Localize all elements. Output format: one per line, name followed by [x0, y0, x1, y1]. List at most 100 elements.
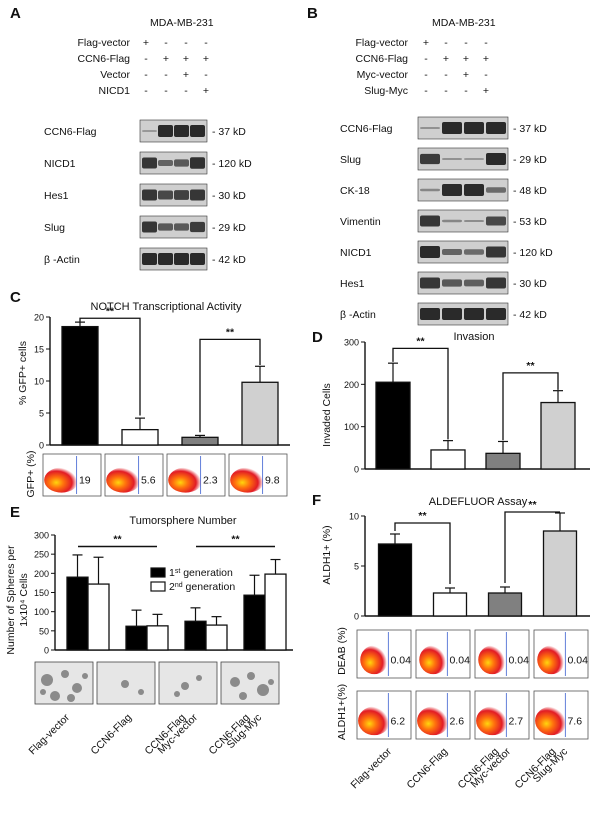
blot-protein-label: Slug: [44, 222, 65, 234]
blot-band: [420, 215, 440, 227]
y-tick-label: 250: [34, 550, 49, 560]
significance-label: **: [416, 335, 425, 347]
blot-protein-label: Hes1: [340, 278, 365, 290]
panel-b-conditions: Flag-vector + - - - CCN6-Flag - + + + Myc-vector - -…: [355, 37, 489, 97]
condition-mark: +: [163, 53, 169, 65]
blot-band: [174, 124, 189, 138]
facs-density-cloud: [417, 706, 450, 736]
bar: [540, 401, 576, 470]
blot-band: [442, 121, 462, 135]
condition-mark: -: [444, 85, 448, 97]
blot-band: [464, 183, 484, 197]
blot-band: [142, 189, 157, 201]
panel-d-ylabel: Invaded Cells: [321, 383, 333, 447]
blot-protein-label: CK-18: [340, 185, 370, 197]
panel-c-title: NOTCH Transcriptional Activity: [91, 301, 242, 313]
blot-size-label: - 120 kD: [212, 158, 252, 170]
panel-c-bars: 0 5 10 15 20 ** **: [34, 305, 290, 451]
panel-a-western-blot: A MDA-MB-231 Flag-vector + - - - CCN6-Flag - + +…: [10, 5, 252, 271]
blot-band: [158, 252, 173, 266]
blot-size-label: - 30 kD: [513, 278, 547, 290]
bar: [264, 573, 287, 651]
blot-band: [486, 152, 506, 166]
blot-band: [442, 248, 462, 256]
condition-mark: -: [184, 85, 188, 97]
condition-mark: -: [424, 85, 428, 97]
panel-f-facs-label-aldh: ALDH1+(%): [336, 684, 348, 740]
blot-strip: [417, 209, 509, 233]
blot-band: [464, 307, 484, 321]
blot-protein-label: NICD1: [44, 158, 76, 170]
blot-band: [486, 277, 506, 289]
blot-band: [420, 188, 440, 192]
y-tick-label: 10: [34, 377, 44, 387]
blot-size-label: - 37 kD: [513, 123, 547, 135]
blot-strip: [417, 302, 509, 326]
condition-mark: -: [204, 69, 208, 81]
condition-mark: -: [144, 69, 148, 81]
significance-bracket: [79, 317, 141, 416]
bar: [61, 325, 99, 446]
sphere-blob: [82, 673, 88, 679]
sphere-blob: [268, 679, 274, 685]
blot-band: [420, 153, 440, 165]
facs-value: 2.3: [203, 474, 218, 486]
blot-band: [158, 124, 173, 138]
panel-a-blots: CCN6-Flag - 37 kD NICD1 - 120 kD Hes1 - 30 kD…: [44, 119, 252, 271]
facs-value: 2.7: [508, 716, 523, 728]
condition-label: Flag-vector: [77, 37, 130, 49]
bar: [146, 625, 169, 651]
blot-band: [174, 252, 189, 266]
blot-size-label: - 42 kD: [212, 254, 246, 266]
blot-strip: [417, 147, 509, 171]
condition-label: Slug-Myc: [364, 85, 408, 97]
blot-band: [420, 277, 440, 289]
blot-band: [442, 219, 462, 223]
sphere-blob: [50, 691, 60, 701]
blot-band: [190, 124, 205, 138]
y-tick-label: 200: [34, 569, 49, 579]
bar: [181, 436, 219, 446]
bar: [375, 381, 411, 470]
blot-band: [464, 220, 484, 222]
condition-mark: +: [483, 53, 489, 65]
facs-value: 7.6: [567, 716, 582, 728]
blot-band: [464, 279, 484, 287]
blot-size-label: - 53 kD: [513, 216, 547, 228]
condition-label: CCN6-Flag: [77, 53, 130, 65]
panel-c-facs-plots: 19 5.6 2.3 9.8: [42, 453, 288, 497]
sphere-blob: [41, 674, 53, 686]
blot-band: [190, 157, 205, 169]
blot-protein-label: NICD1: [340, 247, 372, 259]
y-tick-label: 100: [344, 422, 359, 432]
panel-a-conditions: Flag-vector + - - - CCN6-Flag - + + + Vector - - + - NI…: [77, 37, 209, 97]
facs-density-cloud: [230, 467, 265, 493]
y-tick-label: 20: [34, 313, 44, 323]
significance-bracket: [504, 511, 560, 583]
facs-value: 9.8: [265, 474, 280, 486]
condition-mark: -: [184, 37, 188, 49]
condition-label: Myc-vector: [357, 69, 409, 81]
panel-e-legend: 1st generation 2nd generation: [150, 567, 235, 593]
facs-value: 0.04: [390, 655, 411, 667]
facs-density-cloud: [419, 645, 448, 675]
sphere-blob: [67, 694, 75, 702]
blot-band: [486, 216, 506, 226]
blot-size-label: - 30 kD: [212, 190, 246, 202]
panel-f-letter: F: [312, 492, 321, 509]
facs-value: 0.04: [449, 655, 470, 667]
y-tick-label: 50: [39, 626, 49, 636]
legend-label: 1st generation: [169, 567, 233, 579]
panel-e-title: Tumorsphere Number: [129, 515, 237, 527]
condition-mark: +: [203, 53, 209, 65]
panel-e-sphere-images: [34, 661, 280, 705]
blot-band: [420, 127, 440, 129]
condition-mark: -: [204, 37, 208, 49]
significance-bracket: [394, 522, 451, 584]
x-category-label: Flag-vector: [27, 711, 73, 757]
blot-protein-label: β -Actin: [44, 254, 80, 266]
sphere-blob: [230, 677, 240, 687]
x-category-label: CCN6-Flag: [405, 746, 451, 792]
condition-mark: +: [443, 53, 449, 65]
